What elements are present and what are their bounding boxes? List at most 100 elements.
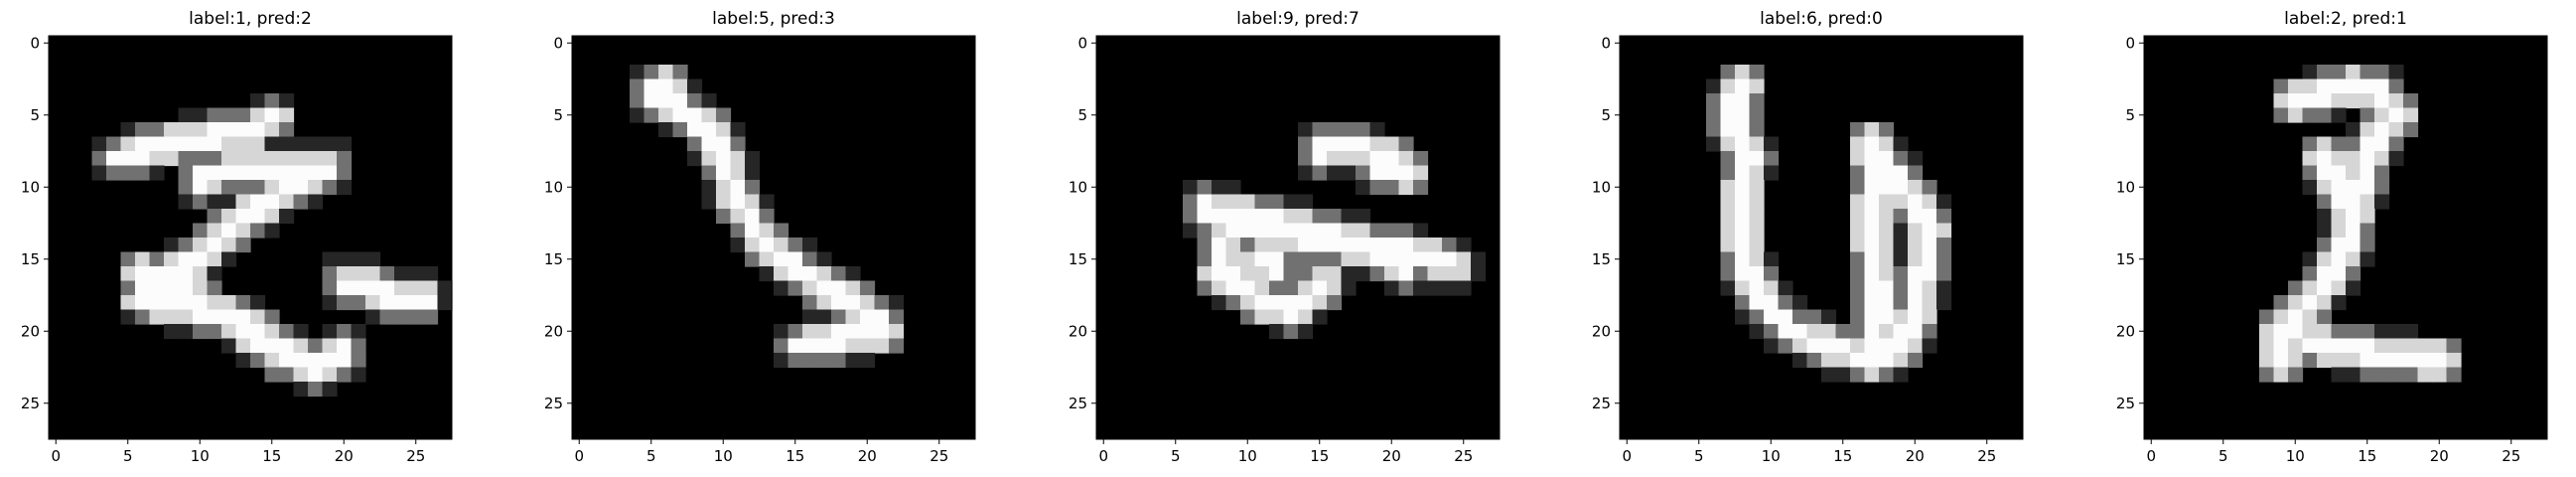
pixel-cell (2273, 367, 2289, 383)
pixel-cell (831, 353, 847, 369)
pixel-cell (1269, 266, 1285, 282)
pixel-cell (2288, 93, 2304, 109)
pixel-cell (2432, 367, 2448, 383)
pixel-cell (1269, 238, 1285, 253)
pixel-cell (365, 309, 381, 325)
pixel-cell (178, 266, 194, 282)
pixel-cell (264, 367, 280, 383)
pixel-cell (322, 280, 338, 296)
pixel-cell (394, 295, 410, 311)
pixel-cell (774, 324, 789, 340)
pixel-cell (351, 266, 366, 282)
pixel-cell (193, 266, 209, 282)
pixel-cell (164, 280, 180, 296)
pixel-cell (337, 165, 353, 181)
pixel-cell (1936, 266, 1952, 282)
pixel-cell (264, 209, 280, 225)
pixel-cell (2302, 65, 2318, 80)
pixel-cell (2331, 107, 2347, 123)
pixel-cell (1850, 122, 1866, 138)
pixel-cell (178, 238, 194, 253)
pixel-cell (1720, 223, 1736, 238)
y-tick-label: 5 (2125, 106, 2135, 124)
pixel-cell (1749, 122, 1765, 138)
pixel-cell (1850, 309, 1866, 325)
pixel-cell (1749, 324, 1765, 340)
pixel-cell (1212, 194, 1227, 210)
pixel-cell (1893, 223, 1909, 238)
x-tick-label: 5 (2218, 447, 2228, 465)
y-tick-label: 15 (1069, 250, 1087, 268)
pixel-cell (1908, 251, 1924, 267)
pixel-cell (1879, 165, 1895, 181)
pixel-cell (2374, 122, 2390, 138)
pixel-cell (2346, 280, 2361, 296)
pixel-cell (1908, 353, 1924, 369)
pixel-cell (1879, 209, 1895, 225)
pixel-cell (164, 295, 180, 311)
pixel-cell (1864, 165, 1880, 181)
pixel-cell (149, 151, 165, 167)
pixel-cell (1197, 180, 1213, 196)
pixel-cell (2302, 338, 2318, 354)
pixel-cell (135, 295, 151, 311)
pixel-cell (293, 338, 309, 354)
pixel-cell (730, 180, 746, 196)
pixel-cell (2288, 309, 2304, 325)
pixel-cell (1864, 251, 1880, 267)
pixel-cell (816, 338, 832, 354)
pixel-cell (1792, 324, 1808, 340)
axes-frame (571, 35, 976, 440)
pixel-cell (337, 280, 353, 296)
pixel-cell (221, 223, 237, 238)
pixel-cell (408, 295, 424, 311)
x-tick-label: 0 (1622, 447, 1632, 465)
pixel-cell (672, 79, 688, 94)
pixel-cell (1764, 309, 1780, 325)
pixel-cell (235, 194, 251, 210)
panel-4: label:6, pred:0 0 5 10 15 20 25 0 5 10 15 20 25 (1592, 9, 2024, 465)
pixel-cell (1749, 93, 1765, 109)
pixel-cell (221, 107, 237, 123)
pixel-cell (701, 180, 717, 196)
pixel-cell (1298, 324, 1314, 340)
pixel-cell (221, 295, 237, 311)
pixel-cell (308, 136, 324, 152)
pixel-cell (1893, 353, 1909, 369)
pixel-cell (816, 280, 832, 296)
pixel-cell (149, 251, 165, 267)
y-tick-label: 0 (2125, 34, 2135, 52)
pixel-cell (178, 280, 194, 296)
pixel-cell (1240, 238, 1256, 253)
pixel-cell (716, 122, 732, 138)
pixel-cell (1879, 280, 1895, 296)
pixel-cell (2317, 324, 2333, 340)
pixel-cell (1735, 309, 1751, 325)
pixel-cell (1298, 122, 1314, 138)
pixel-cell (1908, 295, 1924, 311)
pixel-cell (1720, 194, 1736, 210)
pixel-cell (730, 151, 746, 167)
pixel-cell (2331, 353, 2347, 369)
pixel-cell (2317, 93, 2333, 109)
pixel-cell (2302, 280, 2318, 296)
pixel-cell (1356, 266, 1371, 282)
pixel-cell (2446, 353, 2462, 369)
pixel-cell (394, 280, 410, 296)
pixel-cell (1764, 324, 1780, 340)
pixel-cell (423, 266, 439, 282)
panel-1: label:1, pred:2 0 5 10 15 20 25 0 5 10 15 20 25 (21, 9, 453, 465)
pixel-cell (264, 223, 280, 238)
y-tick-label: 25 (544, 395, 563, 412)
pixel-cell (1283, 309, 1299, 325)
pixel-cell (2288, 79, 2304, 94)
pixel-cell (1183, 180, 1199, 196)
pixel-cell (1764, 151, 1780, 167)
pixel-cell (308, 367, 324, 383)
pixel-cell (207, 165, 222, 181)
pixel-cell (730, 136, 746, 152)
pixel-cell (1212, 223, 1227, 238)
pixel-cell (759, 209, 775, 225)
pixel-cell (2360, 353, 2375, 369)
